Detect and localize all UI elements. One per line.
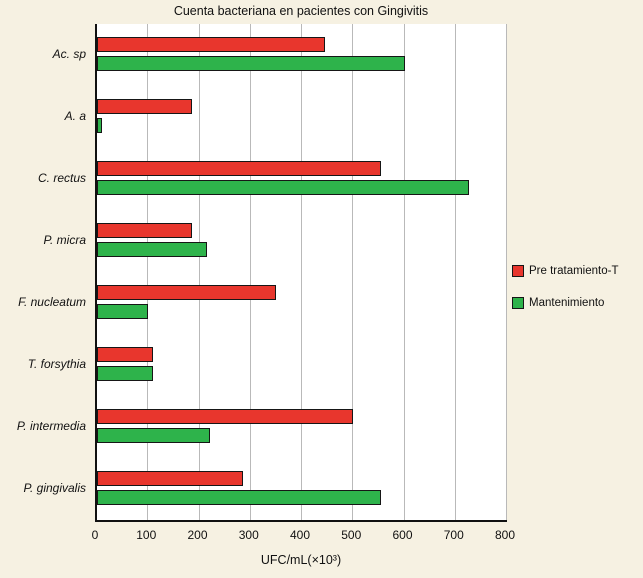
bar-pre-tratamiento	[97, 285, 277, 300]
bar-mantenimiento	[97, 428, 210, 443]
x-axis-label: UFC/mL(×10³)	[260, 553, 342, 567]
bar-pre-tratamiento	[97, 161, 382, 176]
category-label: F. nucleatum	[18, 295, 86, 309]
category-label: P. micra	[43, 233, 86, 247]
bar-pre-tratamiento	[97, 37, 326, 52]
bar-mantenimiento	[97, 242, 208, 257]
x-tick-label: 200	[187, 528, 208, 542]
category-label: T. forsythia	[27, 357, 86, 371]
category-label: C. rectus	[37, 171, 86, 185]
bar-mantenimiento	[97, 118, 103, 133]
legend-label-mantenimiento: Mantenimiento	[529, 297, 605, 309]
x-tick-label: 300	[238, 528, 259, 542]
bar-mantenimiento	[97, 304, 149, 319]
x-tick-label: 400	[289, 528, 311, 542]
gridline	[198, 24, 200, 520]
legend-item-pre-tratamiento: Pre tratamiento-T	[512, 265, 618, 277]
gridline	[249, 24, 251, 520]
gridline	[506, 24, 507, 520]
bar-mantenimiento	[97, 180, 469, 195]
legend: Pre tratamiento-T Mantenimiento	[512, 265, 618, 329]
category-label: P. intermedia	[16, 419, 86, 433]
x-tick-label: 100	[136, 528, 157, 542]
legend-swatch-green	[512, 297, 524, 309]
bar-pre-tratamiento	[97, 223, 192, 238]
gridline	[454, 24, 456, 520]
bar-pre-tratamiento	[97, 471, 244, 486]
bar-mantenimiento	[97, 366, 154, 381]
bar-pre-tratamiento	[97, 347, 154, 362]
x-tick-label: 800	[494, 528, 516, 542]
x-tick-label: 0	[91, 528, 99, 542]
x-tick-label: 700	[443, 528, 464, 542]
plot-area	[95, 24, 507, 522]
x-tick-label: 600	[392, 528, 413, 542]
gridline	[403, 24, 405, 520]
bar-mantenimiento	[97, 56, 405, 71]
legend-swatch-red	[512, 265, 524, 277]
bar-pre-tratamiento	[97, 409, 354, 424]
gridline	[147, 24, 149, 520]
legend-label-pre-tratamiento: Pre tratamiento-T	[529, 265, 619, 277]
chart-title: Cuenta bacteriana en pacientes con Gingi…	[173, 4, 429, 18]
bar-pre-tratamiento	[97, 99, 192, 114]
gridline	[301, 24, 302, 520]
legend-item-mantenimiento: Mantenimiento	[512, 297, 618, 309]
gridline	[352, 24, 354, 520]
category-label: A. a	[64, 109, 86, 123]
category-label: Ac. sp	[52, 47, 86, 61]
bar-mantenimiento	[97, 490, 382, 505]
category-label: P. gingivalis	[23, 481, 86, 495]
x-tick-label: 500	[341, 528, 362, 542]
